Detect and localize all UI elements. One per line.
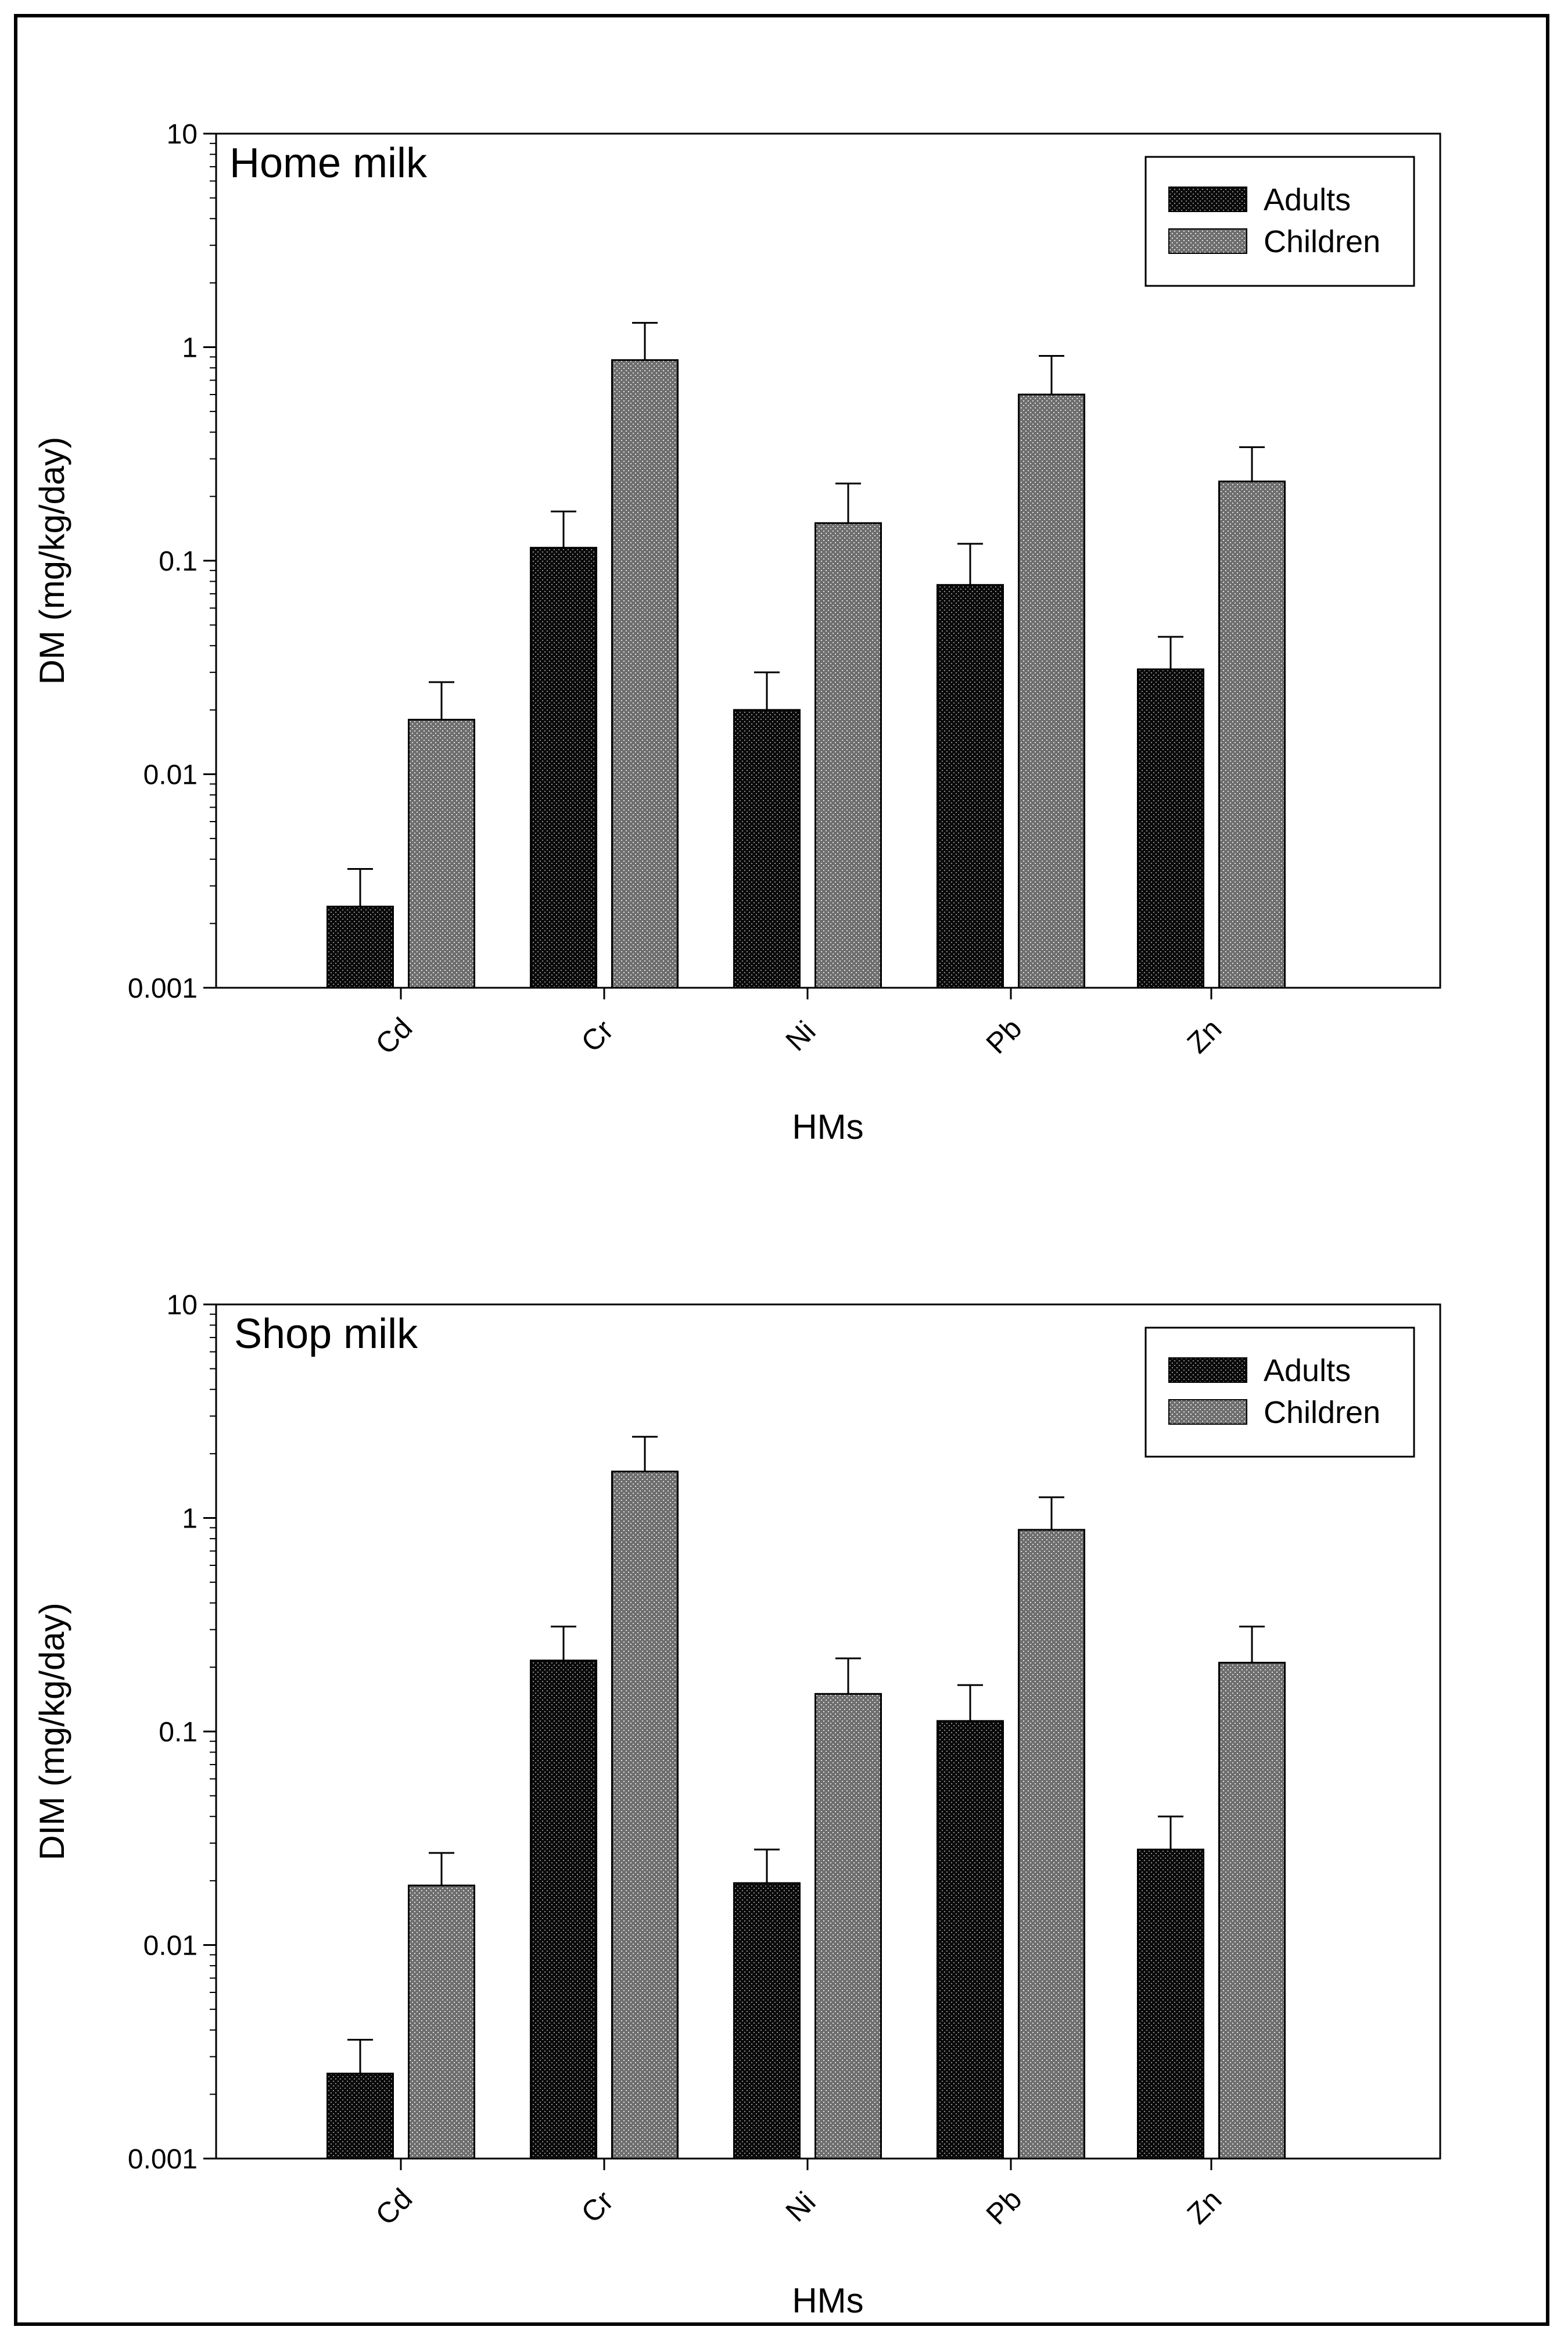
chart-home-milk: Home milk HMs DM (mg/kg/day) Adults Chil… xyxy=(33,119,1441,1146)
legend-swatch-adults xyxy=(1168,1357,1247,1383)
bar-adults-cd xyxy=(326,2073,394,2160)
panel-title: Shop milk xyxy=(234,1311,418,1357)
legend-label-children: Children xyxy=(1264,224,1380,259)
chart-shop-milk: Shop milk HMs DIM (mg/kg/day) Adults Chi… xyxy=(33,1290,1441,2320)
bar-children-cd xyxy=(408,1884,475,2160)
legend: Adults Children xyxy=(1144,156,1415,287)
bar-children-zn xyxy=(1218,481,1286,989)
bar-adults-pb xyxy=(937,584,1004,989)
legend-swatch-children xyxy=(1168,228,1247,254)
x-axis-label: HMs xyxy=(792,1107,863,1146)
x-tick-label: Pb xyxy=(980,2183,1028,2231)
bar-adults-cr xyxy=(530,547,597,989)
figure-border xyxy=(14,14,1549,2326)
x-tick-label: Cd xyxy=(369,1012,419,1061)
x-tick-label: Pb xyxy=(980,1012,1028,1060)
y-tick-label: 10 xyxy=(167,119,198,150)
bar-children-pb xyxy=(1018,1529,1085,2160)
bar-children-ni xyxy=(815,522,882,989)
x-tick-label: Zn xyxy=(1181,2184,1228,2231)
y-tick-label: 0.1 xyxy=(159,1717,198,1748)
y-tick-label: 1 xyxy=(182,333,198,364)
bar-adults-zn xyxy=(1137,1848,1204,2160)
legend-box xyxy=(1144,156,1415,287)
legend-label-children: Children xyxy=(1264,1395,1380,1430)
y-tick-label: 1 xyxy=(182,1504,198,1535)
legend-swatch-children xyxy=(1168,1399,1247,1425)
bar-adults-cr xyxy=(530,1659,597,2160)
x-tick-label: Cd xyxy=(369,2182,419,2232)
panel-title: Home milk xyxy=(229,140,428,187)
bar-children-zn xyxy=(1218,1662,1286,2160)
legend: Adults Children xyxy=(1144,1327,1415,1458)
y-tick-label: 10 xyxy=(167,1290,198,1321)
y-axis-label: DIM (mg/kg/day) xyxy=(33,1603,71,1860)
bar-children-ni xyxy=(815,1693,882,2160)
y-axis-label: DM (mg/kg/day) xyxy=(33,437,71,685)
x-tick-label: Zn xyxy=(1181,1013,1228,1060)
y-tick-label: 0.01 xyxy=(143,1931,198,1962)
legend-box xyxy=(1144,1327,1415,1458)
x-tick-label: Ni xyxy=(779,2185,821,2228)
bar-adults-pb xyxy=(937,1720,1004,2160)
x-tick-label: Ni xyxy=(779,1014,821,1057)
bar-adults-ni xyxy=(733,709,801,989)
x-axis-label: HMs xyxy=(792,2281,863,2320)
legend-label-adults: Adults xyxy=(1264,182,1351,217)
x-tick-label: Cr xyxy=(575,2185,620,2229)
bar-adults-cd xyxy=(326,905,394,989)
x-tick-label: Cr xyxy=(575,1014,620,1059)
bar-children-cr xyxy=(611,359,679,989)
y-tick-label: 0.001 xyxy=(128,2144,198,2175)
bar-children-pb xyxy=(1018,393,1085,989)
bar-adults-ni xyxy=(733,1882,801,2160)
legend-swatch-adults xyxy=(1168,187,1247,212)
bar-children-cr xyxy=(611,1471,679,2160)
y-tick-label: 0.1 xyxy=(159,546,198,577)
y-tick-label: 0.01 xyxy=(143,760,198,791)
bar-adults-zn xyxy=(1137,668,1204,989)
legend-label-adults: Adults xyxy=(1264,1353,1351,1388)
bar-children-cd xyxy=(408,719,475,989)
y-tick-label: 0.001 xyxy=(128,973,198,1004)
